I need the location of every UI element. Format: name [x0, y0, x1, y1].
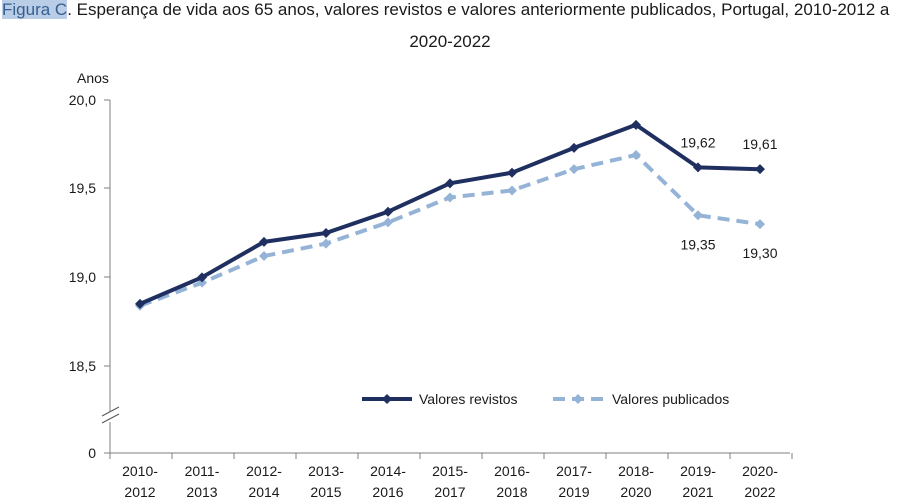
title-line-1: . Esperança de vida aos 65 anos, valores… — [67, 0, 890, 19]
x-tick-label: 2018- — [618, 463, 654, 479]
data-point-revistos — [755, 164, 765, 175]
y-tick-label: 0 — [88, 445, 96, 461]
data-point-revistos — [445, 178, 455, 189]
axis-break-mark — [101, 413, 120, 424]
data-point-publicados — [755, 219, 765, 230]
data-point-publicados — [631, 149, 641, 160]
y-tick-label: 18,5 — [69, 358, 96, 374]
data-point-revistos — [135, 298, 145, 309]
series-line-publicados — [139, 153, 761, 308]
axis-break-mark — [101, 406, 120, 417]
data-point-publicados — [507, 185, 517, 196]
x-tick-label: 2014 — [248, 484, 279, 500]
data-point-revistos — [569, 142, 579, 153]
x-tick-label: 2017- — [556, 463, 592, 479]
data-point-revistos — [321, 228, 331, 238]
data-point-publicados — [445, 192, 455, 203]
x-tick-label: 2015- — [432, 463, 468, 479]
legend-marker — [573, 394, 583, 404]
x-tick-label: 2017 — [434, 484, 465, 500]
x-tick-label: 2018 — [496, 484, 527, 500]
legend-label: Valores revistos — [419, 391, 518, 407]
x-tick-label: 2016- — [494, 463, 530, 479]
data-point-publicados — [569, 164, 579, 175]
data-point-revistos — [507, 167, 517, 178]
data-label: 19,61 — [742, 136, 777, 152]
data-label: 19,62 — [680, 134, 715, 150]
data-point-publicados — [693, 210, 703, 221]
legend-label: Valores publicados — [612, 391, 729, 407]
x-tick-label: 2015 — [310, 484, 341, 500]
x-tick-label: 2012 — [124, 484, 155, 500]
x-tick-label: 2021 — [682, 484, 713, 500]
x-tick-label: 2019- — [680, 463, 716, 479]
x-tick-label: 2014- — [370, 463, 406, 479]
data-point-revistos — [197, 272, 207, 283]
data-label: 19,30 — [742, 245, 777, 261]
x-tick-label: 2022 — [744, 484, 775, 500]
y-tick-label: 20,0 — [69, 92, 96, 108]
figure-label: Figura C — [2, 0, 68, 19]
x-tick-label: 2016 — [372, 484, 403, 500]
y-axis-title: Anos — [77, 70, 109, 86]
title-line-2: 2020-2022 — [409, 32, 491, 51]
data-label: 19,35 — [680, 236, 715, 252]
data-point-revistos — [259, 236, 269, 247]
data-point-revistos — [631, 119, 641, 130]
data-point-publicados — [383, 217, 393, 228]
legend-marker — [382, 394, 392, 404]
x-tick-label: 2020- — [742, 463, 778, 479]
x-tick-label: 2012- — [246, 463, 282, 479]
x-tick-label: 2019 — [558, 484, 589, 500]
data-point-publicados — [259, 251, 269, 262]
y-tick-label: 19,5 — [69, 180, 96, 196]
x-tick-label: 2013 — [186, 484, 217, 500]
x-tick-label: 2020 — [620, 484, 651, 500]
series-line-revistos — [139, 122, 761, 306]
data-point-publicados — [321, 238, 331, 249]
y-tick-label: 19,0 — [69, 269, 96, 285]
data-point-revistos — [383, 206, 393, 217]
x-tick-label: 2010- — [122, 463, 158, 479]
x-tick-label: 2011- — [185, 463, 220, 479]
x-tick-label: 2013- — [308, 463, 344, 479]
data-point-revistos — [693, 162, 703, 173]
